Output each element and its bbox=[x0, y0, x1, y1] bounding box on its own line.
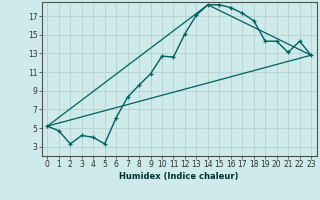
X-axis label: Humidex (Indice chaleur): Humidex (Indice chaleur) bbox=[119, 172, 239, 181]
